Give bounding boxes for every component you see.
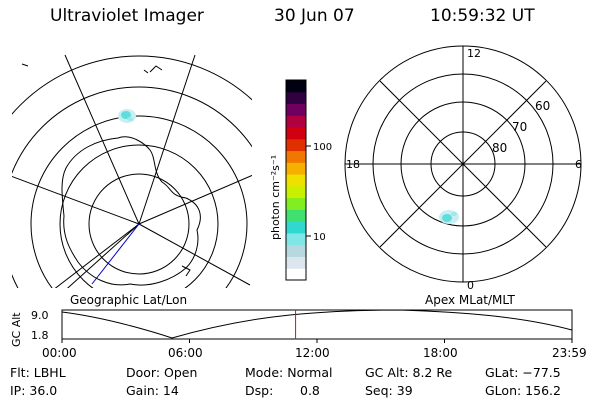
timeline-tick-1: 06:00: [168, 346, 203, 360]
timeline-ymin: 1.8: [31, 329, 49, 342]
app-title: Ultraviolet Imager: [50, 6, 204, 26]
gc-altitude: GC Alt: 8.2 Re: [365, 365, 453, 380]
sequence-number: Seq: 39: [365, 383, 413, 398]
timeline-ymax: 9.0: [31, 309, 49, 322]
dsp-value: 0.8: [300, 383, 320, 398]
timeline-axis-label: GC Alt: [10, 312, 23, 347]
timeline-frame: [61, 309, 573, 340]
mode-status: Mode: Normal: [245, 365, 333, 380]
gain-value: Gain: 14: [126, 383, 179, 398]
ip-value: IP: 36.0: [10, 383, 58, 398]
geo-caption: Geographic Lat/Lon: [70, 293, 188, 307]
timeline-tick-2: 12:00: [295, 346, 330, 360]
timeline-tick-0: 00:00: [42, 346, 77, 360]
mag-caption: Apex MLat/MLT: [425, 293, 515, 307]
door-status: Door: Open: [126, 365, 198, 380]
altitude-curve: [61, 309, 573, 339]
filter-status: Flt: LBHL: [10, 365, 66, 380]
header-time: 10:59:32 UT: [430, 6, 535, 26]
geo-longitude: GLon: 156.2: [485, 383, 561, 398]
timeline-tick-3: 18:00: [423, 346, 458, 360]
dsp-label: Dsp:: [245, 383, 274, 398]
geo-latitude: GLat: −77.5: [485, 365, 561, 380]
header-date: 30 Jun 07: [274, 6, 355, 26]
timeline-tick-4: 23:59: [552, 346, 587, 360]
